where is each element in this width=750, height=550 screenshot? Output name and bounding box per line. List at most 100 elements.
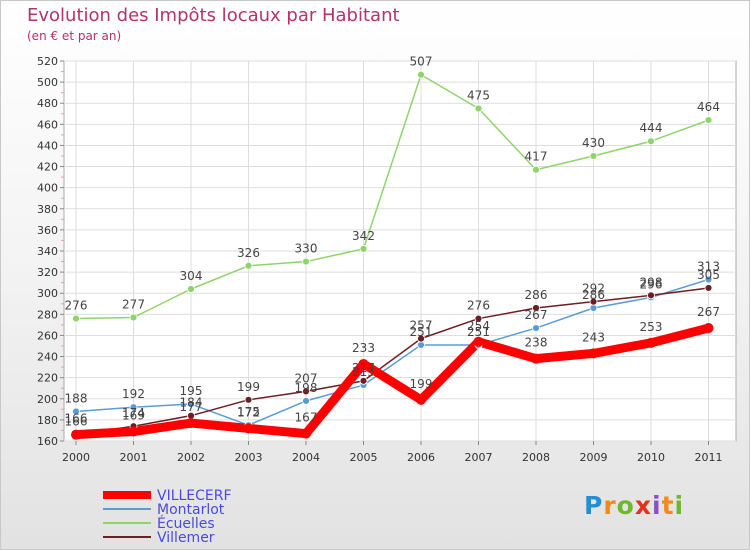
y-tick-label: 440 — [37, 139, 58, 152]
data-point — [129, 313, 138, 322]
data-point — [704, 116, 713, 125]
data-label: 267 — [697, 305, 720, 319]
y-tick-label: 160 — [37, 435, 58, 448]
data-label: 174 — [122, 406, 145, 420]
data-point — [646, 337, 656, 348]
x-tick-label: 2010 — [637, 451, 665, 464]
data-label: 296 — [640, 277, 663, 291]
data-label: 177 — [180, 400, 203, 414]
data-point — [358, 358, 369, 369]
data-label: 342 — [352, 229, 375, 243]
data-label: 188 — [65, 391, 88, 405]
data-label: 169 — [122, 409, 145, 423]
x-tick-label: 2005 — [350, 451, 378, 464]
y-tick-label: 500 — [37, 76, 58, 89]
y-tick-label: 360 — [37, 224, 58, 237]
data-label: 195 — [180, 384, 203, 398]
y-tick-label: 520 — [37, 55, 58, 68]
data-label: 507 — [410, 55, 433, 69]
data-label: 292 — [582, 282, 605, 296]
x-axis: 2000 2001 2002 2003 2004 2005 2006 2007 2008 2009… — [62, 441, 723, 464]
data-point — [244, 395, 253, 404]
x-tick-label: 2009 — [580, 451, 608, 464]
data-point — [704, 275, 713, 284]
data-label: 251 — [467, 325, 490, 339]
data-label: 277 — [122, 298, 145, 312]
data-label: 286 — [525, 288, 548, 302]
data-point — [589, 297, 598, 306]
data-point — [647, 137, 655, 146]
data-label: 330 — [295, 242, 318, 256]
y-axis: 160 180 200 220 240 260 280 300 320 340 360 380 400 4… — [37, 55, 64, 448]
x-tick-label: 2008 — [522, 451, 550, 464]
chart-title: Evolution des Impôts locaux par Habitant — [27, 5, 400, 26]
data-point — [532, 324, 540, 332]
data-label: 184 — [180, 396, 203, 410]
proxiti-logo: Proxiti — [584, 491, 685, 520]
data-point — [186, 418, 196, 429]
data-label: 251 — [410, 325, 433, 339]
y-tick-label: 460 — [37, 118, 58, 131]
data-point — [474, 314, 483, 323]
data-label: 313 — [697, 260, 720, 274]
x-tick-label: 2003 — [235, 451, 263, 464]
data-point — [532, 165, 540, 174]
series-line-écuelles — [75, 73, 710, 320]
data-label: 430 — [582, 136, 605, 150]
data-point — [71, 429, 81, 440]
data-point — [72, 314, 80, 323]
series-line-villemer — [75, 287, 710, 436]
data-label: 172 — [237, 405, 260, 419]
data-point — [302, 396, 310, 405]
data-point — [532, 304, 540, 312]
data-label: 253 — [640, 320, 663, 334]
data-point — [187, 400, 195, 408]
x-tick-label: 2011 — [695, 451, 723, 464]
data-point — [187, 285, 195, 293]
data-label: 217 — [352, 361, 375, 375]
data-point — [129, 403, 138, 412]
data-point — [417, 334, 425, 343]
data-point — [301, 428, 311, 439]
data-point — [703, 323, 714, 334]
data-point — [473, 336, 484, 347]
data-label: 207 — [295, 371, 318, 385]
y-tick-label: 480 — [37, 97, 58, 110]
data-label: 276 — [467, 299, 490, 313]
data-label: 233 — [352, 341, 375, 355]
data-label: 304 — [180, 269, 203, 283]
legend-label: Villemer — [157, 530, 215, 546]
data-label: 276 — [65, 299, 88, 313]
y-tick-label: 280 — [37, 308, 58, 321]
data-label: 267 — [525, 308, 548, 322]
data-label: 444 — [640, 121, 663, 135]
data-label: 199 — [410, 377, 433, 391]
data-labels: 166 169 177 172 167 233 199 254 238 243 253 267 188 1… — [65, 55, 720, 429]
legend-label: Écuelles — [157, 515, 215, 532]
x-tick-label: 2001 — [120, 451, 148, 464]
data-point — [647, 291, 655, 300]
legend-label: VILLECERF — [157, 488, 232, 504]
series-points — [71, 70, 714, 440]
data-point — [416, 394, 426, 405]
data-label: 198 — [295, 381, 318, 395]
data-label: 175 — [237, 405, 260, 419]
y-tick-label: 240 — [37, 351, 58, 364]
series-lines — [71, 73, 713, 440]
data-point — [243, 423, 254, 434]
data-label: 238 — [525, 336, 548, 350]
data-point — [417, 70, 425, 79]
series-line-montarlot — [75, 278, 710, 426]
data-point — [359, 244, 368, 253]
data-point — [359, 376, 368, 385]
y-tick-label: 180 — [37, 414, 58, 427]
legend-label: Montarlot — [157, 502, 225, 518]
data-label: 199 — [237, 380, 260, 394]
chart-subtitle: (en € et par an) — [27, 29, 122, 43]
x-tick-label: 2007 — [465, 451, 493, 464]
data-label: 286 — [582, 288, 605, 302]
data-label: 192 — [122, 387, 145, 401]
